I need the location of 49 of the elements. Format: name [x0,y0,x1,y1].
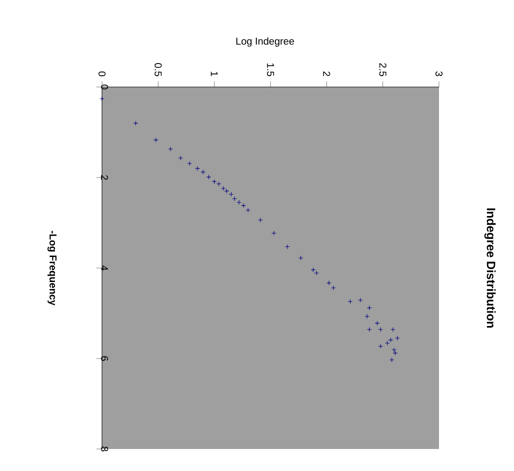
point [258,218,263,222]
point [168,146,173,152]
y-tick-label: 2 [101,175,108,180]
point [100,96,104,102]
point [390,327,396,332]
point [195,166,200,171]
point [374,320,380,326]
point [232,196,237,202]
point [366,327,372,332]
x-tick-label: 2.5 [379,63,386,76]
point [224,188,230,194]
point [220,186,226,191]
point [389,357,394,362]
point [236,200,242,205]
text: Indegree Distribution [484,208,496,328]
point [206,174,212,180]
y-tick-label: 8 [101,446,108,452]
point [178,156,184,160]
x-tick-label: 1.5 [267,63,274,76]
point [392,350,398,356]
point [314,270,319,276]
point [366,305,372,310]
x-axis-title: Log Indegree [236,37,294,47]
y-axis-title: -Log Frequency [48,230,57,306]
point [284,244,290,250]
y-tick-label: 4 [101,265,108,270]
point [348,299,353,304]
point [395,336,400,341]
point [298,256,304,260]
x-tick-label: 0.5 [154,63,162,76]
point [154,138,158,142]
point [200,170,206,174]
y-tick-label: 0 [101,84,108,90]
point [241,203,246,208]
x-tick-label: 1 [210,72,218,76]
point [326,280,332,286]
point [246,208,250,212]
point [133,120,138,126]
x-tick-label: 3 [435,71,443,76]
point [187,161,192,166]
x-tick-label: 2 [323,72,330,76]
point [228,192,234,197]
point [271,230,276,236]
point [310,267,316,272]
point [392,347,396,352]
point [358,298,363,303]
y-tick-label: 6 [101,356,108,361]
point [388,338,394,342]
point [378,327,383,332]
